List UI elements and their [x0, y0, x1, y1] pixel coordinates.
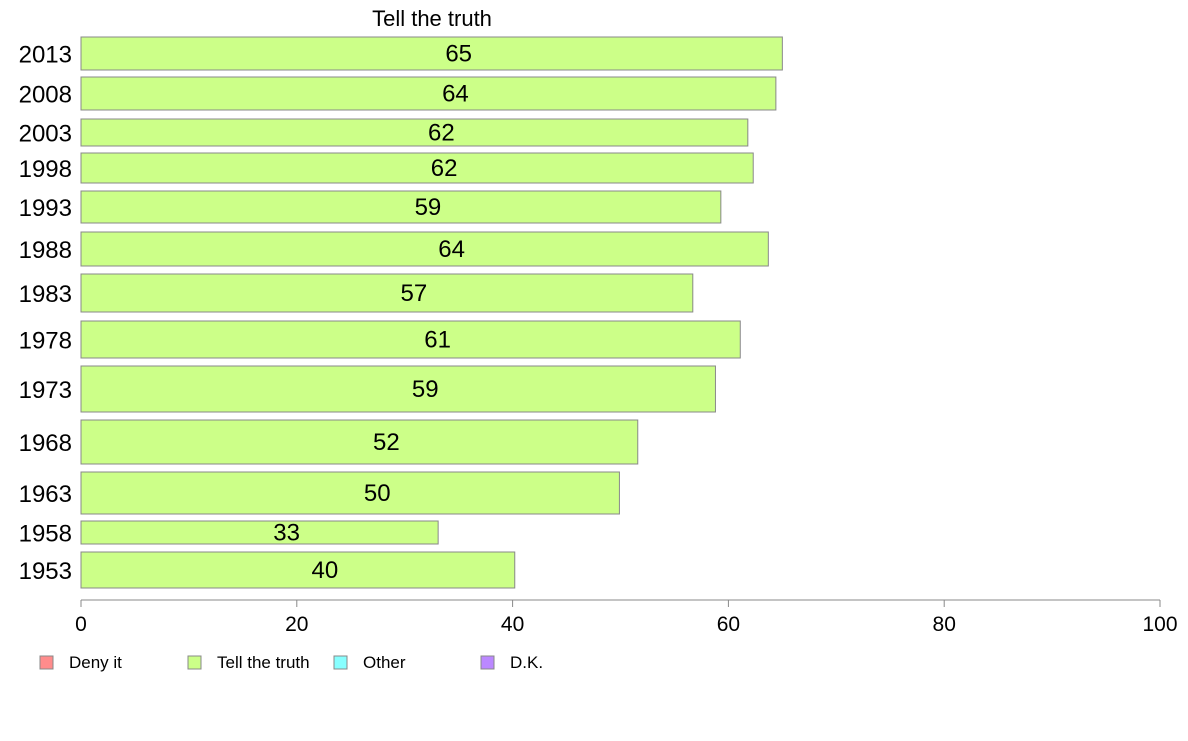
- legend-item-2: Other: [333, 653, 406, 672]
- x-axis: 0 20 40 60 80 100: [75, 599, 1178, 636]
- x-tick-label-40: 40: [501, 613, 524, 636]
- category-label-1958: 1958: [19, 521, 72, 548]
- data-label-1998: 62: [431, 155, 458, 182]
- category-label-2003: 2003: [19, 121, 72, 148]
- x-tick-label-80: 80: [933, 613, 956, 636]
- data-label-1993: 59: [415, 194, 442, 221]
- bar-1993: [80, 190, 722, 224]
- data-label-1988: 64: [438, 236, 465, 263]
- bar-1998: [80, 152, 754, 184]
- data-label-1978: 61: [424, 327, 451, 354]
- category-label-1963: 1963: [19, 481, 72, 508]
- year-labels-layer: 2013 2008 2003 1998 1993 1988 1983 1978 1973 1968…: [19, 42, 72, 586]
- legend-label-2: Other: [363, 653, 406, 672]
- legend-item-0: Deny it: [39, 653, 122, 672]
- legend-label-1: Tell the truth: [217, 653, 310, 672]
- chart-title: Tell the truth: [372, 6, 492, 31]
- data-label-1953: 40: [312, 557, 339, 584]
- data-label-1958: 33: [273, 520, 300, 547]
- category-label-1998: 1998: [19, 156, 72, 183]
- legend-swatch-3: [480, 655, 495, 670]
- bar-2003: [80, 118, 749, 147]
- legend-swatch-0: [39, 655, 54, 670]
- x-tick-label-100: 100: [1142, 613, 1177, 636]
- bar-1978: [80, 320, 741, 359]
- x-tick-label-20: 20: [285, 613, 308, 636]
- bar-1983: [80, 273, 694, 313]
- category-label-1988: 1988: [19, 237, 72, 264]
- data-label-1963: 50: [364, 480, 391, 507]
- category-label-1953: 1953: [19, 558, 72, 585]
- category-label-1993: 1993: [19, 195, 72, 222]
- legend-item-1: Tell the truth: [187, 653, 310, 672]
- category-label-1983: 1983: [19, 281, 72, 308]
- category-label-1978: 1978: [19, 328, 72, 355]
- x-tick-label-60: 60: [717, 613, 740, 636]
- bar-2013: [80, 36, 783, 71]
- legend-swatch-2: [333, 655, 348, 670]
- legend-label-3: D.K.: [510, 653, 543, 672]
- bar-1988: [80, 231, 769, 267]
- legend: Deny it Tell the truth Other D.K.: [39, 653, 543, 672]
- legend-label-0: Deny it: [69, 653, 122, 672]
- category-label-1973: 1973: [19, 377, 72, 404]
- data-label-2008: 64: [442, 81, 469, 108]
- data-label-1973: 59: [412, 376, 439, 403]
- bar-1973: [80, 365, 716, 413]
- category-label-2008: 2008: [19, 82, 72, 109]
- bar-1963: [80, 471, 620, 515]
- data-label-1983: 57: [401, 280, 428, 307]
- bar-1968: [80, 419, 639, 465]
- bar-1953: [80, 551, 516, 589]
- x-tick-label-0: 0: [75, 613, 87, 636]
- legend-swatch-1: [187, 655, 202, 670]
- bars-layer: 65 64 62 62 59 64 57 61 59 52 50 33 40: [80, 36, 783, 589]
- bar-1958: [80, 520, 439, 545]
- legend-item-3: D.K.: [480, 653, 543, 672]
- data-label-2013: 65: [445, 41, 472, 68]
- bar-2008: [80, 76, 777, 111]
- data-label-2003: 62: [428, 120, 455, 147]
- category-label-2013: 2013: [19, 42, 72, 69]
- data-label-1968: 52: [373, 429, 400, 456]
- category-label-1968: 1968: [19, 430, 72, 457]
